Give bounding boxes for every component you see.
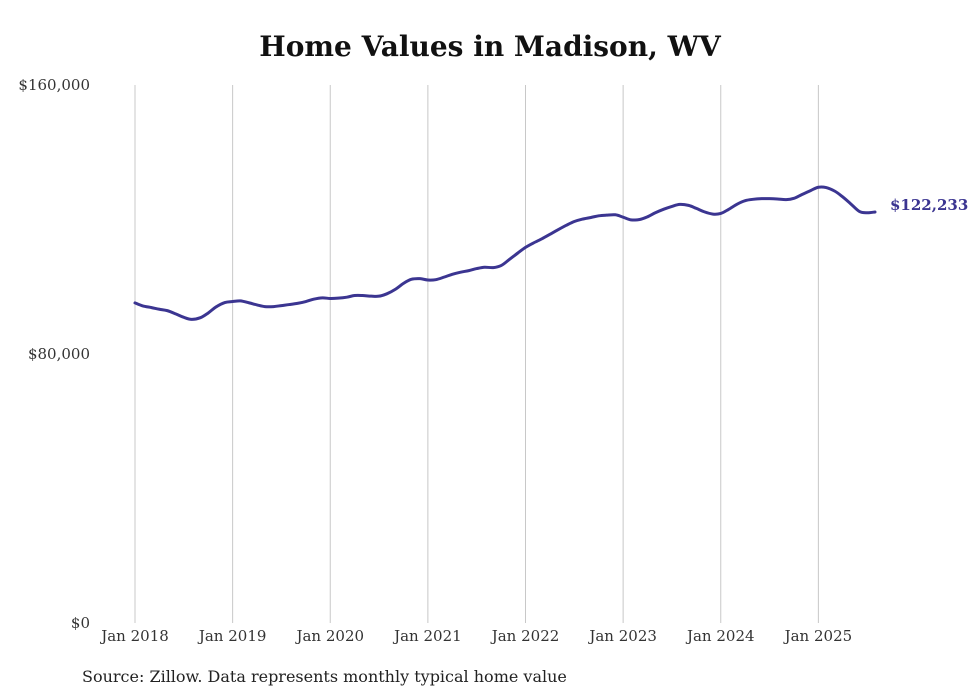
x-tick-label: Jan 2020 [294, 627, 364, 645]
x-tick-label: Jan 2018 [99, 627, 169, 645]
series-layer: $122,233 [133, 185, 968, 321]
x-tick-label: Jan 2022 [490, 627, 560, 645]
y-tick-label: $80,000 [28, 345, 90, 363]
series-line [133, 185, 877, 321]
x-axis: Jan 2018 Jan 2019 Jan 2020 Jan 2021 Jan 2022… [99, 627, 852, 645]
x-tick-label: Jan 2024 [685, 627, 755, 645]
y-axis: $0 $80,000 $160,000 [18, 76, 90, 632]
x-tick-label: Jan 2023 [587, 627, 657, 645]
y-tick-label: $160,000 [18, 76, 90, 94]
gridlines [134, 85, 819, 623]
end-value-label: $122,233 [890, 196, 968, 214]
y-tick-label: $0 [71, 614, 90, 632]
x-tick-label: Jan 2021 [392, 627, 462, 645]
source-note: Source: Zillow. Data represents monthly … [82, 667, 567, 686]
chart-title: Home Values in Madison, WV [259, 30, 721, 63]
x-tick-label: Jan 2019 [197, 627, 267, 645]
x-tick-label: Jan 2025 [783, 627, 853, 645]
